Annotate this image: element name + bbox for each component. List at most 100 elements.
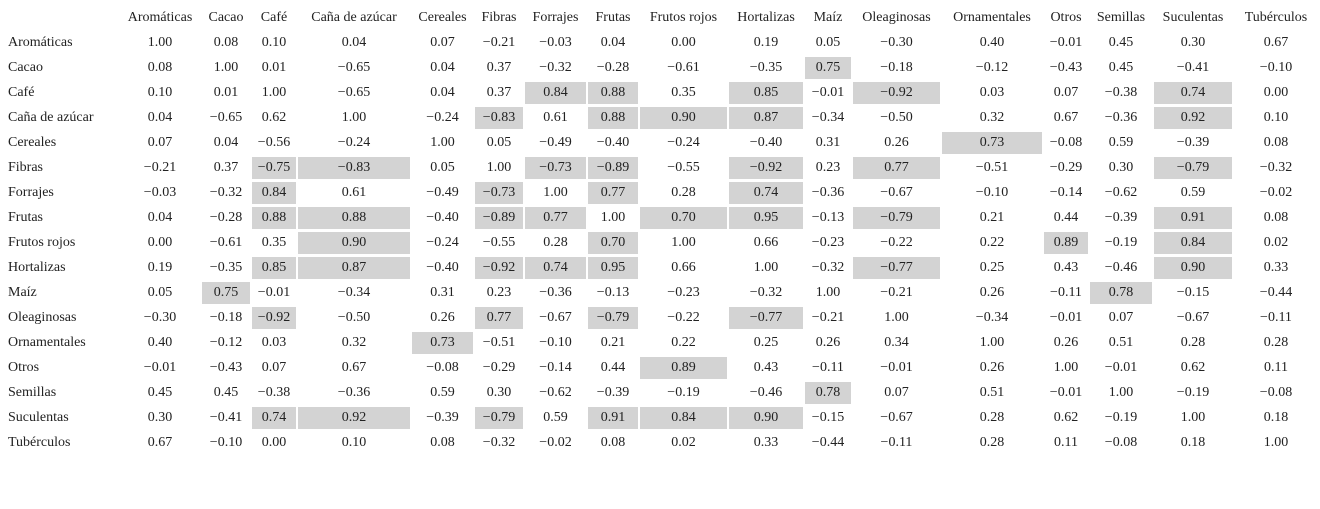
- row-label: Maíz: [8, 285, 37, 300]
- cell: 0.66: [671, 260, 696, 275]
- cell: 1.00: [815, 285, 841, 300]
- table-row: Cacao 0.08 1.00 0.01 −0.65 0.04 0.37 −0.32 −0.28…: [4, 57, 1318, 79]
- cell: 0.32: [341, 335, 367, 350]
- cell: −0.15: [1176, 285, 1210, 300]
- shaded-cell: −0.77: [729, 307, 803, 329]
- row-label: Frutos rojos: [8, 235, 76, 250]
- cell: 0.26: [815, 335, 841, 350]
- cell: −0.08: [1104, 435, 1138, 450]
- shaded-cell: 0.88: [588, 107, 638, 129]
- cell: 0.03: [261, 335, 287, 350]
- cell: 0.40: [147, 335, 173, 350]
- cell: −0.55: [667, 160, 700, 175]
- cell: −0.51: [482, 335, 516, 350]
- cell: 0.02: [1263, 235, 1289, 250]
- cell: 0.59: [430, 385, 455, 400]
- cell: 0.67: [341, 360, 367, 375]
- cell: 0.04: [147, 210, 173, 225]
- cell: −0.19: [1104, 410, 1138, 425]
- shaded-cell: 0.77: [525, 207, 586, 229]
- cell: −0.38: [257, 385, 291, 400]
- cell: −0.67: [539, 310, 572, 325]
- cell: 0.03: [979, 85, 1005, 100]
- shaded-cell: −0.92: [729, 157, 803, 179]
- table-row: Semillas 0.45 0.45 −0.38 −0.36 0.59 0.30 −0.62 −…: [4, 382, 1318, 404]
- cell: −0.49: [539, 135, 572, 150]
- cell: −0.03: [143, 185, 177, 200]
- shaded-cell: −0.73: [475, 182, 523, 204]
- column-header: Cacao: [208, 10, 244, 25]
- cell: −0.21: [482, 35, 516, 50]
- cell: 0.59: [1180, 185, 1206, 200]
- cell: 0.59: [1108, 135, 1134, 150]
- cell: −0.62: [1104, 185, 1138, 200]
- cell: −0.65: [209, 110, 243, 125]
- column-header: Cereales: [418, 10, 467, 25]
- cell: 0.19: [147, 260, 173, 275]
- cell: −0.41: [1176, 60, 1210, 75]
- cell: −0.01: [257, 285, 291, 300]
- cell: −0.21: [811, 310, 845, 325]
- cell: 0.01: [261, 60, 287, 75]
- cell: −0.32: [482, 435, 516, 450]
- cell: 0.35: [671, 85, 696, 100]
- shaded-cell: 0.95: [588, 257, 638, 279]
- shaded-cell: 0.91: [1154, 207, 1232, 229]
- cell: −0.65: [337, 60, 371, 75]
- cell: 1.00: [261, 85, 287, 100]
- cell: 0.07: [430, 35, 455, 50]
- cell: −0.34: [975, 310, 1009, 325]
- table-row: Cereales 0.07 0.04 −0.56 −0.24 1.00 0.05 −0.49 −…: [4, 132, 1318, 154]
- table-row: Hortalizas 0.19 −0.35 0.85 0.87 −0.40 −0.92 0.7…: [4, 257, 1318, 279]
- cell: −0.44: [811, 435, 845, 450]
- cell: −0.01: [811, 85, 845, 100]
- cell: 0.66: [753, 235, 779, 250]
- shaded-cell: 0.88: [298, 207, 410, 229]
- shaded-cell: 0.91: [588, 407, 638, 429]
- column-header: Hortalizas: [737, 10, 795, 25]
- cell: 0.04: [600, 35, 626, 50]
- cell: −0.34: [811, 110, 845, 125]
- cell: 0.10: [341, 435, 367, 450]
- cell: −0.24: [667, 135, 700, 150]
- cell: 0.04: [147, 110, 173, 125]
- shaded-cell: −0.79: [1154, 157, 1232, 179]
- cell: −0.19: [667, 385, 700, 400]
- cell: 0.37: [213, 160, 239, 175]
- cell: −0.28: [596, 60, 630, 75]
- cell: 0.04: [430, 60, 455, 75]
- row-label: Aromáticas: [8, 35, 73, 50]
- cell: −0.34: [337, 285, 371, 300]
- cell: 0.07: [261, 360, 287, 375]
- cell: 0.08: [213, 35, 239, 50]
- cell: 0.08: [430, 435, 455, 450]
- cell: −0.10: [539, 335, 572, 350]
- shaded-cell: −0.75: [252, 157, 296, 179]
- shaded-cell: −0.92: [475, 257, 523, 279]
- cell: 1.00: [671, 235, 696, 250]
- cell: 0.62: [1180, 360, 1206, 375]
- cell: 1.00: [600, 210, 626, 225]
- cell: 0.22: [979, 235, 1005, 250]
- cell: 0.45: [1108, 60, 1134, 75]
- shaded-cell: 0.77: [475, 307, 523, 329]
- cell: −0.24: [337, 135, 371, 150]
- cell: 0.67: [1263, 35, 1289, 50]
- row-label: Tubérculos: [8, 435, 71, 450]
- cell: 0.21: [979, 210, 1005, 225]
- table-row: Otros −0.01 −0.43 0.07 0.67 −0.08 −0.29 −0.14 0.…: [4, 357, 1318, 379]
- row-label: Hortalizas: [8, 260, 66, 275]
- cell: −0.01: [1049, 310, 1083, 325]
- shaded-cell: 0.75: [805, 57, 851, 79]
- cell: −0.30: [880, 35, 913, 50]
- cell: −0.49: [426, 185, 459, 200]
- cell: 1.00: [1180, 410, 1206, 425]
- row-label: Cereales: [8, 135, 57, 150]
- shaded-cell: 0.74: [1154, 82, 1232, 104]
- table-row: Aromáticas 1.00 0.08 0.10 0.04 0.07 −0.21 −0.03…: [4, 32, 1318, 54]
- row-label: Frutas: [8, 210, 43, 225]
- cell: 0.28: [1263, 335, 1289, 350]
- cell: 0.31: [430, 285, 455, 300]
- cell: −0.61: [667, 60, 700, 75]
- table-row: Suculentas 0.30 −0.41 0.74 0.92 −0.39 −0.79 0.5…: [4, 407, 1318, 429]
